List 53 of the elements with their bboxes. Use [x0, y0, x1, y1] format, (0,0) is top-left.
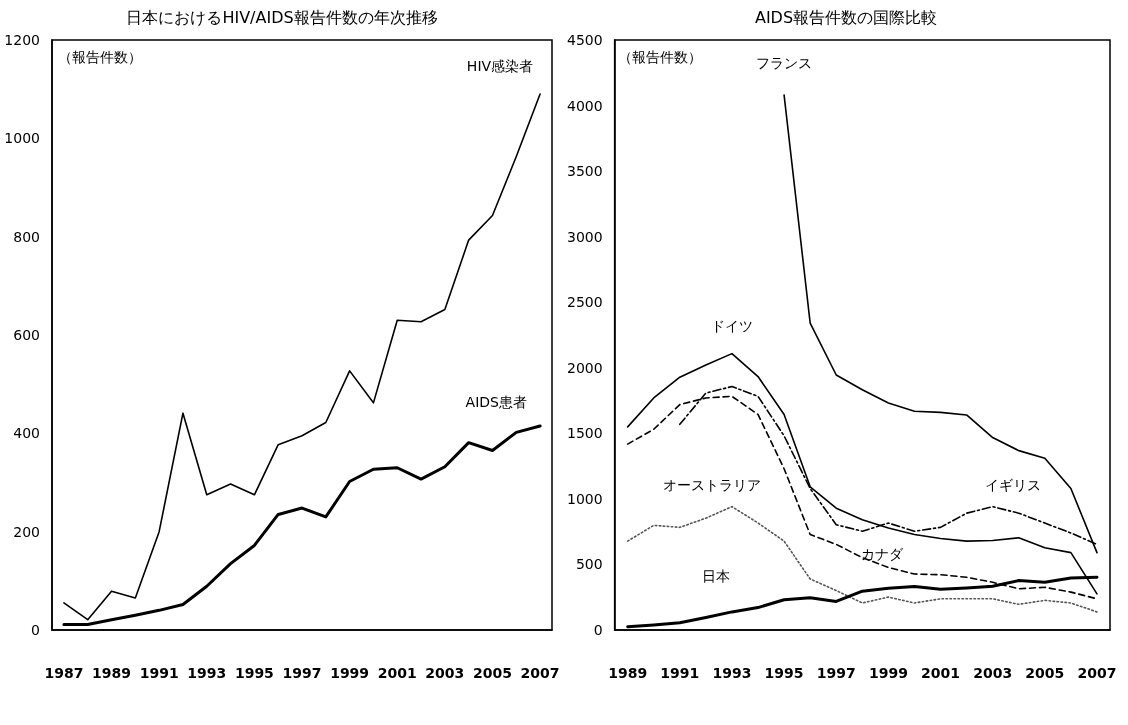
y-tick-label: 4000	[566, 97, 603, 114]
series-label: イギリス	[984, 476, 1041, 493]
x-tick-label: 2007	[520, 665, 560, 681]
x-tick-label: 1989	[608, 665, 648, 681]
y-tick-label: 4500	[566, 32, 603, 48]
x-tick-label: 1999	[868, 665, 908, 681]
x-tick-label: 1997	[816, 665, 856, 681]
x-tick-label: 1995	[764, 665, 804, 681]
x-tick-label: 1997	[282, 665, 322, 681]
y-tick-label: 1000	[566, 490, 603, 507]
x-tick-label: 1987	[44, 665, 84, 681]
x-tick-label: 1991	[660, 665, 700, 681]
x-tick-label: 1993	[712, 665, 752, 681]
x-tick-label: 2003	[425, 665, 465, 681]
x-tick-label: 1991	[139, 665, 179, 681]
y-tick-label: 800	[13, 228, 40, 245]
line-series	[63, 93, 541, 621]
y-tick-label: 400	[13, 425, 40, 442]
text: 日本	[701, 567, 730, 584]
y-tick-label: 2500	[566, 294, 603, 311]
y-tick-label: 600	[13, 327, 40, 343]
y-tick-label: 0	[593, 622, 603, 638]
x-tick-label: 2003	[973, 665, 1013, 681]
x-tick-label: 2005	[472, 665, 512, 681]
y-tick-label: 2000	[566, 359, 603, 376]
x-tick-label: 2007	[1077, 665, 1117, 681]
y-tick-label: 0	[31, 622, 40, 638]
x-tick-label: 1989	[92, 665, 132, 681]
y-axis-title: （報告件数）	[618, 49, 702, 65]
y-tick-label: 1500	[566, 425, 603, 442]
chart-title: AIDS報告件数の国際比較	[754, 7, 938, 27]
y-axis-title: （報告件数）	[58, 49, 142, 65]
text: フランス	[756, 55, 813, 72]
x-tick-label: 1993	[187, 665, 227, 681]
x-tick-label: 2001	[921, 665, 961, 681]
y-tick-label: 3000	[566, 228, 603, 245]
x-tick-label: 2005	[1025, 665, 1065, 681]
y-tick-label: 1200	[4, 32, 40, 48]
x-tick-label: 2001	[377, 665, 417, 681]
line-series	[62, 424, 542, 627]
y-tick-label: 3500	[566, 163, 603, 180]
series-label: オーストラリア	[662, 476, 761, 493]
chart-title: 日本におけるHIV/AIDS報告件数の年次推移	[126, 7, 438, 27]
y-tick-label: 1000	[4, 130, 40, 147]
series-label: ドイツ	[710, 317, 753, 334]
series-label: HIV感染者	[466, 58, 534, 75]
series-label: AIDS患者	[465, 394, 527, 411]
x-tick-label: 1995	[234, 665, 274, 681]
y-tick-label: 200	[13, 523, 40, 540]
line-series	[626, 505, 1098, 613]
series-label: カナダ	[861, 546, 905, 563]
x-tick-label: 1999	[330, 665, 370, 681]
y-tick-label: 500	[575, 556, 603, 573]
